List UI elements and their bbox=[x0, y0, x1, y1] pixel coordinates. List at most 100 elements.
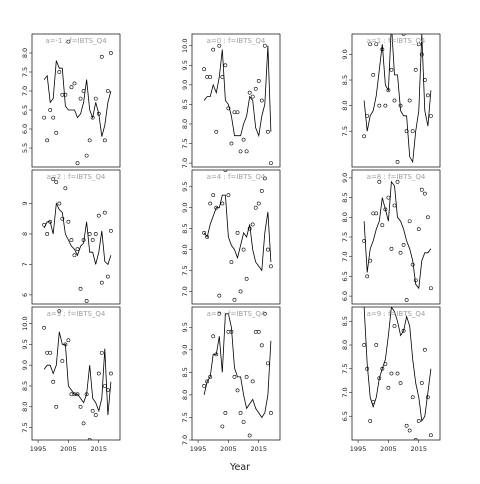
data-point bbox=[93, 96, 98, 101]
y-tick-label: 9.5 bbox=[181, 182, 189, 192]
data-point bbox=[87, 232, 92, 236]
data-point bbox=[72, 81, 77, 86]
panel-plot-area bbox=[202, 170, 273, 302]
x-tick-label: 2005 bbox=[60, 445, 77, 453]
data-point bbox=[250, 94, 255, 99]
y-tick-label: 10.0 bbox=[21, 316, 29, 330]
data-point bbox=[247, 90, 252, 95]
data-point bbox=[226, 193, 231, 198]
series-line bbox=[363, 34, 432, 164]
data-point bbox=[428, 113, 433, 118]
data-point bbox=[404, 423, 409, 428]
data-point bbox=[226, 329, 231, 334]
y-tick-label: 8.5 bbox=[181, 223, 189, 233]
data-point bbox=[102, 384, 107, 388]
y-tick-label: 8.5 bbox=[341, 75, 349, 85]
data-point bbox=[87, 438, 92, 440]
data-point bbox=[99, 280, 104, 285]
data-point bbox=[84, 299, 89, 303]
data-point bbox=[416, 227, 421, 232]
y-tick-label: 6.5 bbox=[341, 271, 349, 281]
data-point bbox=[42, 325, 47, 330]
data-point bbox=[205, 235, 210, 239]
data-point bbox=[404, 129, 409, 134]
data-point bbox=[368, 419, 373, 423]
y-tick-label: 7.5 bbox=[341, 232, 349, 242]
data-point bbox=[250, 379, 255, 384]
data-point bbox=[268, 411, 273, 415]
data-point bbox=[217, 43, 222, 48]
data-point bbox=[108, 229, 113, 233]
data-point bbox=[93, 232, 98, 236]
data-point bbox=[57, 70, 62, 74]
y-tick-label: 8.5 bbox=[181, 99, 189, 109]
data-point bbox=[374, 42, 379, 47]
data-point bbox=[377, 179, 382, 184]
data-point bbox=[265, 361, 270, 366]
y-tick-label: 9.0 bbox=[21, 360, 29, 370]
data-point bbox=[51, 115, 56, 120]
panel-frame bbox=[191, 169, 281, 305]
data-point bbox=[428, 433, 433, 438]
data-point bbox=[69, 392, 74, 397]
data-point bbox=[253, 205, 258, 210]
data-point bbox=[48, 350, 53, 355]
data-point bbox=[105, 89, 110, 93]
data-point bbox=[416, 419, 421, 423]
data-point bbox=[48, 108, 53, 112]
data-point bbox=[235, 230, 240, 235]
data-point bbox=[377, 103, 382, 108]
data-point bbox=[383, 103, 388, 108]
data-point bbox=[362, 239, 367, 243]
y-tick-label: 9.0 bbox=[341, 173, 349, 183]
y-tick-label: 7.5 bbox=[21, 67, 29, 77]
data-point bbox=[205, 379, 210, 384]
y-tick-label: 8.5 bbox=[181, 367, 189, 377]
panel-9: a=9 : f=IBTS_Q4 6.5 7.0 7.5 8.0 8.5 1995 2005 20… bbox=[341, 306, 441, 453]
data-point bbox=[81, 421, 86, 426]
data-point bbox=[78, 286, 83, 291]
y-tick-label: 7.5 bbox=[341, 364, 349, 374]
data-point bbox=[244, 276, 249, 281]
data-point bbox=[66, 338, 71, 343]
series-line bbox=[43, 331, 112, 416]
data-point bbox=[78, 404, 83, 409]
panel-title: a=6 : f=IBTS_Q4 bbox=[207, 310, 266, 318]
data-point bbox=[66, 219, 71, 224]
data-point bbox=[69, 85, 74, 90]
panel-title: a=8 : f=IBTS_Q4 bbox=[367, 173, 426, 181]
data-point bbox=[108, 371, 113, 376]
data-point bbox=[235, 388, 240, 393]
y-tick-label: 9.0 bbox=[341, 49, 349, 59]
data-point bbox=[374, 343, 379, 347]
data-point bbox=[419, 52, 424, 57]
data-point bbox=[365, 366, 370, 371]
data-point bbox=[63, 342, 68, 347]
panel-title: a=1 : f=IBTS_Q4 bbox=[367, 37, 426, 45]
data-point bbox=[78, 96, 83, 101]
data-point bbox=[259, 189, 264, 193]
data-point bbox=[223, 411, 228, 415]
y-tick-label: 8.0 bbox=[181, 119, 189, 129]
data-point bbox=[90, 115, 95, 120]
data-point bbox=[389, 67, 394, 72]
x-tick-label: 2005 bbox=[220, 445, 237, 453]
data-point bbox=[398, 381, 403, 385]
panel-plot-area bbox=[42, 39, 113, 166]
y-tick-label: 9.0 bbox=[181, 203, 189, 213]
data-point bbox=[232, 374, 237, 379]
x-tick-label: 2015 bbox=[250, 445, 267, 453]
data-point bbox=[259, 343, 264, 348]
data-point bbox=[241, 137, 246, 142]
series-line bbox=[203, 194, 272, 272]
data-point bbox=[244, 374, 249, 379]
data-point bbox=[235, 110, 240, 115]
data-point bbox=[386, 88, 391, 93]
data-point bbox=[262, 43, 267, 48]
data-point bbox=[96, 213, 101, 218]
y-tick-label: 7.0 bbox=[341, 252, 349, 262]
series-line bbox=[43, 202, 112, 266]
data-point bbox=[84, 392, 89, 397]
data-point bbox=[90, 409, 95, 413]
series-line bbox=[203, 313, 272, 419]
